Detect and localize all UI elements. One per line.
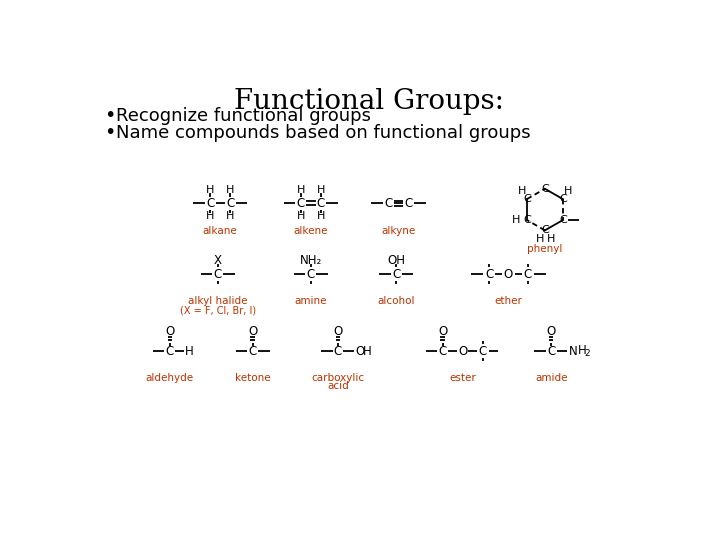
Text: H: H [363, 345, 372, 357]
Text: Recognize functional groups: Recognize functional groups [117, 106, 372, 125]
Text: (X = F, Cl, Br, I): (X = F, Cl, Br, I) [180, 305, 256, 315]
Text: C: C [523, 215, 531, 225]
Text: amide: amide [535, 373, 567, 383]
Text: C: C [166, 345, 174, 357]
Text: O: O [165, 325, 174, 338]
Text: C: C [485, 268, 493, 281]
Text: C: C [541, 225, 549, 235]
Text: H: H [317, 185, 325, 195]
Text: C: C [405, 197, 413, 210]
Text: H: H [317, 212, 325, 221]
Text: C: C [547, 345, 555, 357]
Text: C: C [226, 197, 235, 210]
Text: O: O [504, 268, 513, 281]
Text: H: H [536, 234, 544, 244]
Text: ether: ether [495, 296, 523, 306]
Text: X: X [214, 254, 222, 267]
Text: H: H [297, 212, 305, 221]
Text: C: C [392, 268, 400, 281]
Text: H: H [226, 212, 235, 221]
Text: H: H [512, 215, 520, 225]
Text: O: O [333, 325, 343, 338]
Text: H: H [297, 185, 305, 195]
Text: C: C [334, 345, 342, 357]
Text: H: H [206, 212, 215, 221]
Text: O: O [546, 325, 556, 338]
Text: NH₂: NH₂ [300, 254, 322, 267]
Text: ketone: ketone [235, 373, 271, 383]
Text: alcohol: alcohol [377, 296, 415, 306]
Text: C: C [206, 197, 215, 210]
Text: Name compounds based on functional groups: Name compounds based on functional group… [117, 124, 531, 141]
Text: H: H [185, 345, 194, 357]
Text: H: H [206, 185, 215, 195]
Text: C: C [384, 197, 392, 210]
Text: C: C [523, 194, 531, 204]
Text: alkyl halide: alkyl halide [188, 296, 248, 306]
Text: C: C [559, 194, 567, 204]
Text: H: H [577, 344, 586, 357]
Text: ester: ester [449, 373, 476, 383]
Text: C: C [317, 197, 325, 210]
Text: H: H [518, 186, 526, 195]
Text: amine: amine [294, 296, 327, 306]
Text: O: O [438, 325, 447, 338]
Text: acid: acid [327, 381, 349, 391]
Text: O: O [355, 345, 364, 357]
Text: OH: OH [387, 254, 405, 267]
Text: N: N [569, 345, 577, 357]
Text: alkyne: alkyne [382, 226, 415, 237]
Text: alkane: alkane [203, 226, 238, 237]
Text: •: • [104, 123, 115, 142]
Text: H: H [564, 186, 572, 195]
Text: C: C [541, 184, 549, 194]
Text: H: H [226, 185, 235, 195]
Text: O: O [458, 345, 467, 357]
Text: alkene: alkene [294, 226, 328, 237]
Text: 2: 2 [585, 349, 590, 358]
Text: Functional Groups:: Functional Groups: [234, 88, 504, 115]
Text: O: O [248, 325, 257, 338]
Text: C: C [297, 197, 305, 210]
Text: H: H [547, 234, 555, 244]
Text: aldehyde: aldehyde [145, 373, 194, 383]
Text: C: C [559, 215, 567, 225]
Text: C: C [214, 268, 222, 281]
Text: C: C [307, 268, 315, 281]
Text: C: C [438, 345, 446, 357]
Text: C: C [248, 345, 257, 357]
Text: carboxylic: carboxylic [312, 373, 364, 383]
Text: C: C [479, 345, 487, 357]
Text: C: C [523, 268, 532, 281]
Text: phenyl: phenyl [527, 244, 562, 254]
Text: •: • [104, 106, 115, 125]
